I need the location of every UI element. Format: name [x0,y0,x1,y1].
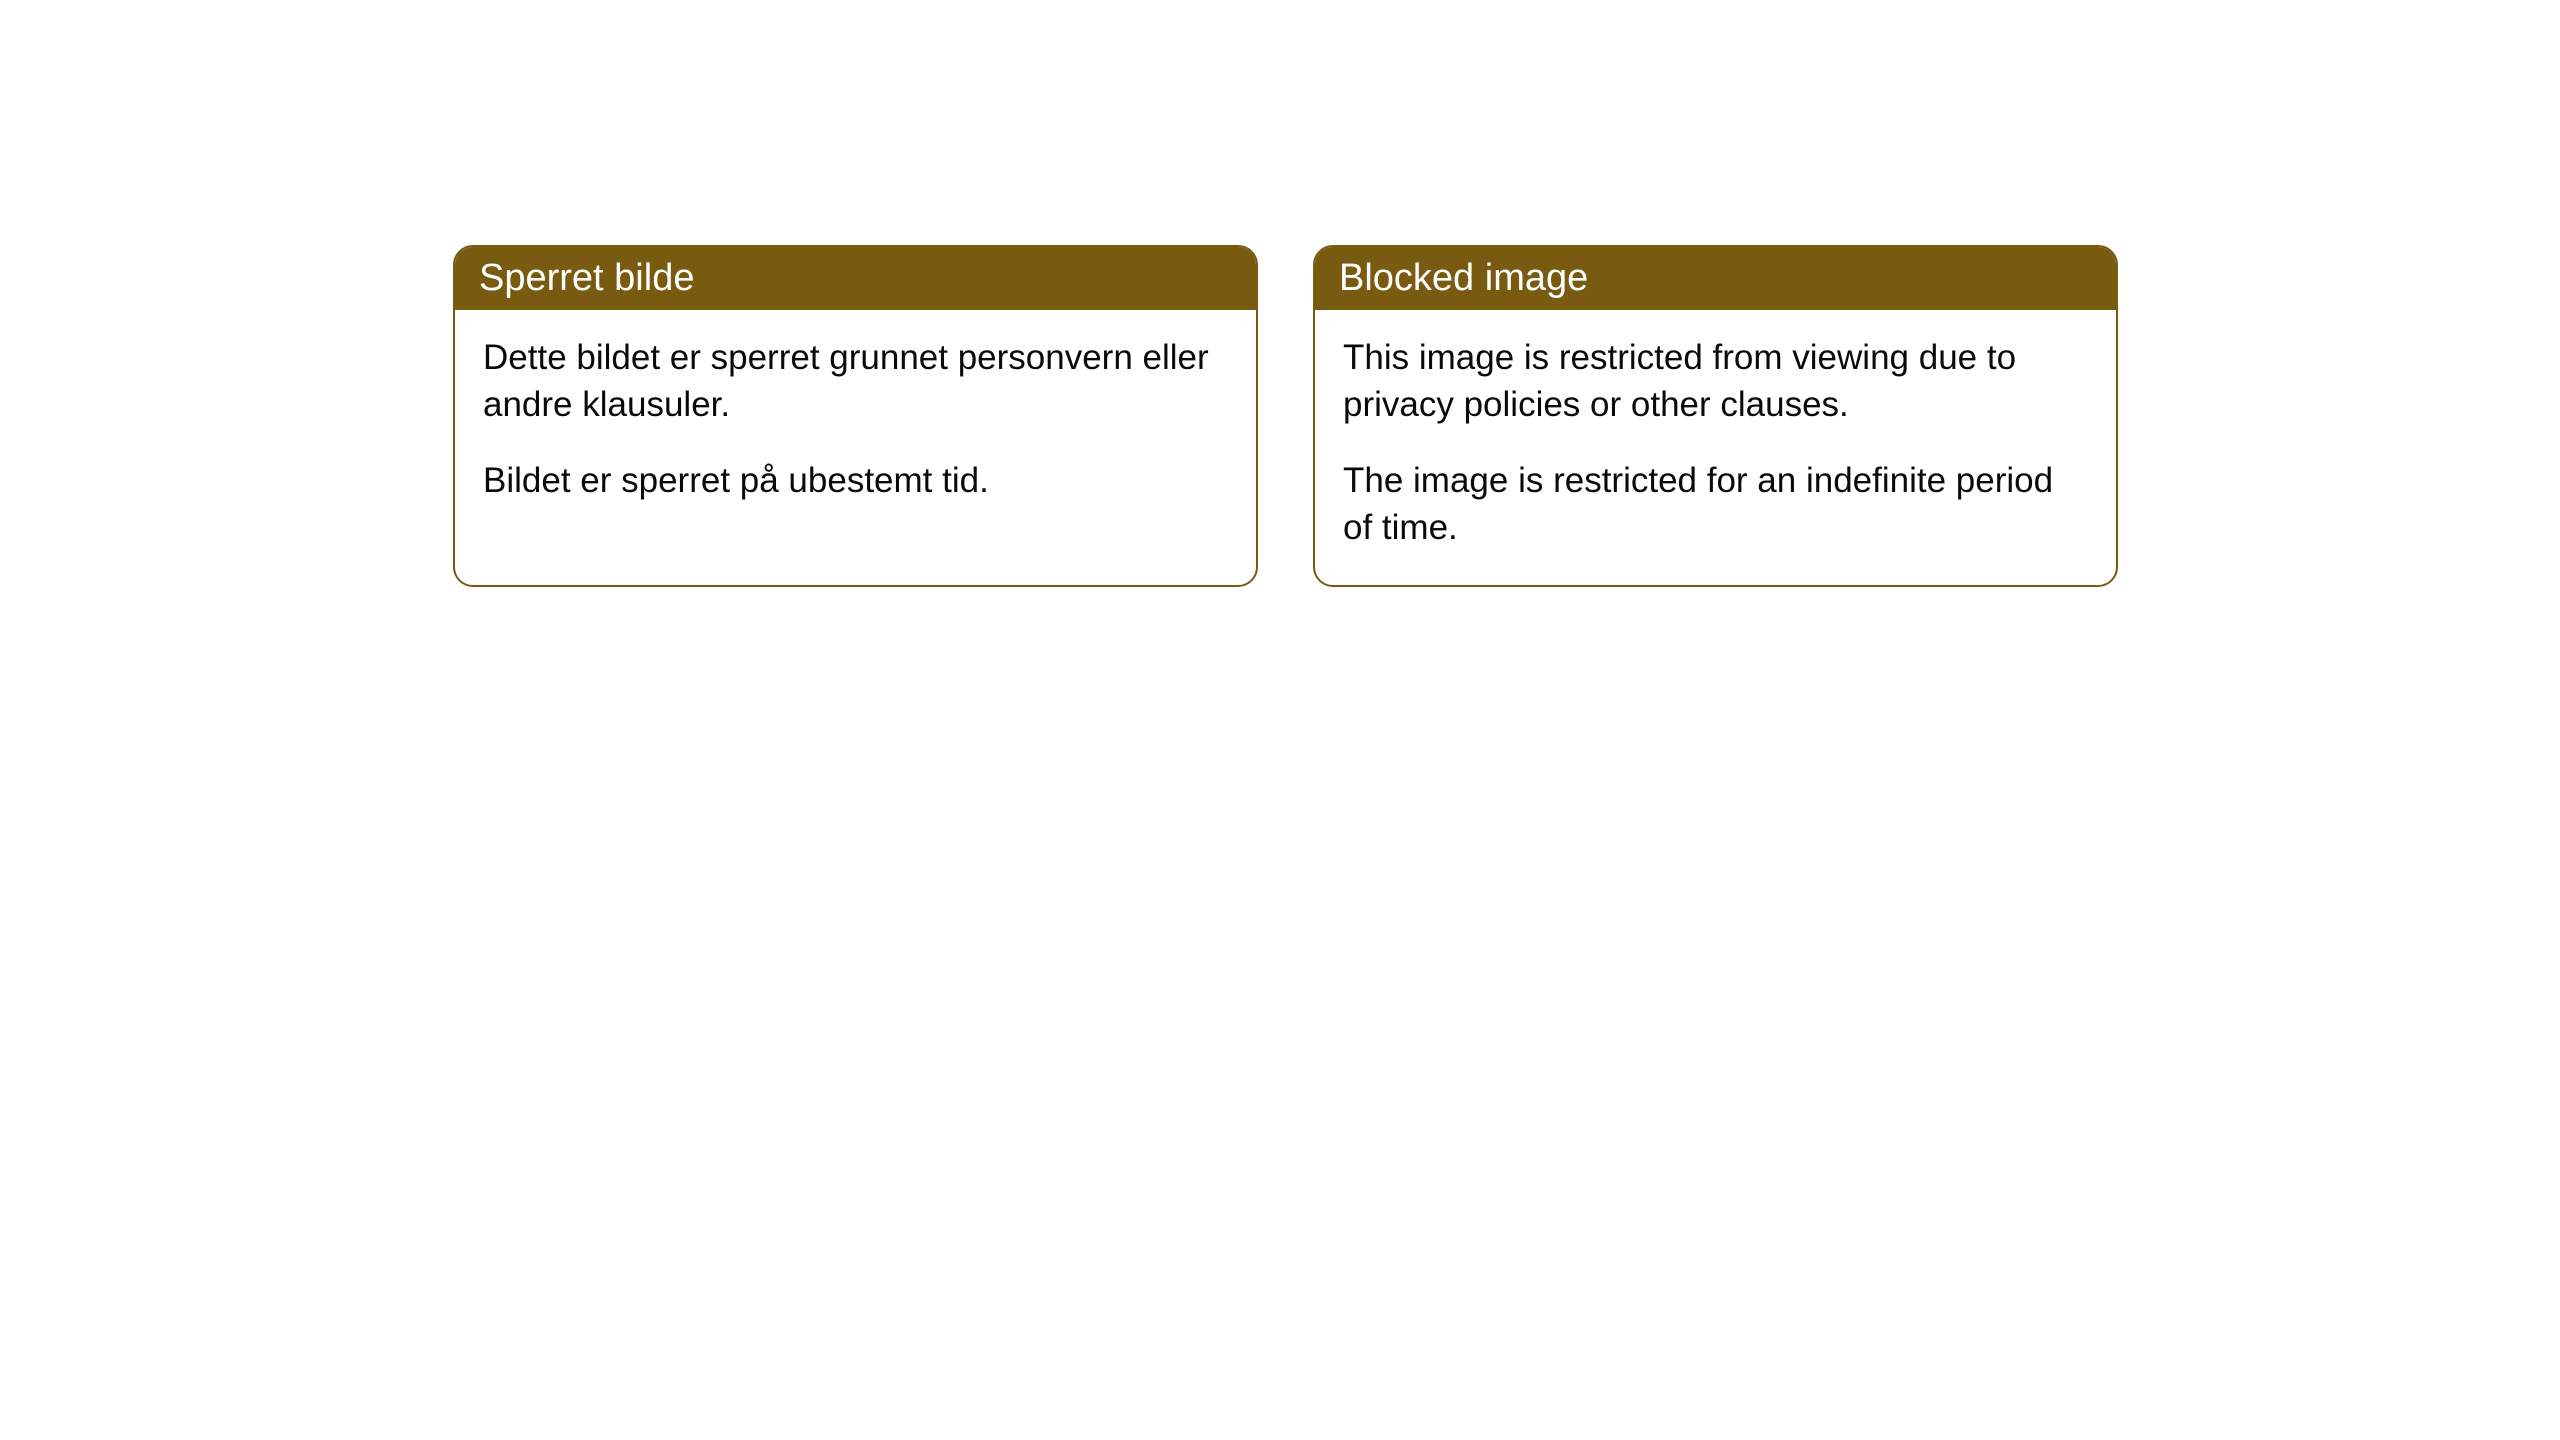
card-paragraph-1: This image is restricted from viewing du… [1343,334,2088,429]
card-body-english: This image is restricted from viewing du… [1315,310,2116,585]
card-title: Blocked image [1339,257,1588,299]
card-paragraph-2: The image is restricted for an indefinit… [1343,457,2088,552]
card-paragraph-2: Bildet er sperret på ubestemt tid. [483,457,1228,504]
blocked-image-card-norwegian: Sperret bilde Dette bildet er sperret gr… [453,245,1258,587]
card-header-english: Blocked image [1315,247,2116,310]
blocked-image-card-english: Blocked image This image is restricted f… [1313,245,2118,587]
card-paragraph-1: Dette bildet er sperret grunnet personve… [483,334,1228,429]
card-header-norwegian: Sperret bilde [455,247,1256,310]
card-body-norwegian: Dette bildet er sperret grunnet personve… [455,310,1256,538]
card-title: Sperret bilde [479,257,694,299]
notice-cards-container: Sperret bilde Dette bildet er sperret gr… [453,245,2118,587]
